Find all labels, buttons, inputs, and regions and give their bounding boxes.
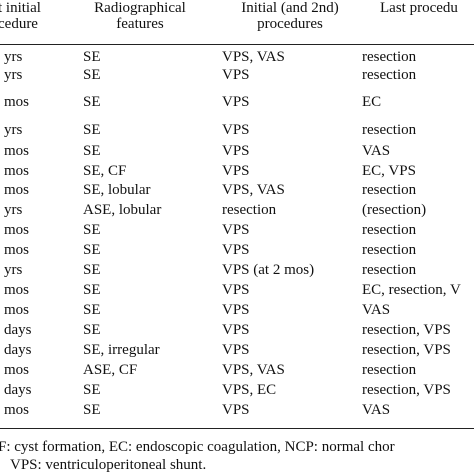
table-cell: VAS [362, 402, 391, 418]
header-cell: procedures [257, 16, 323, 32]
table-cell: VPS, VAS [222, 182, 285, 198]
footnote: F: cyst formation, EC: endoscopic coagul… [0, 439, 395, 455]
table-cell: VAS [362, 143, 391, 159]
table-cell: SE [83, 322, 101, 338]
table-cell: VPS [222, 402, 250, 418]
table-cell: SE [83, 382, 101, 398]
header-cell: Last procedu [380, 0, 458, 16]
table-cell: VPS [222, 122, 250, 138]
table-cell: SE [83, 302, 101, 318]
table-cell: yrs [4, 262, 23, 278]
table-cell: resection [362, 49, 417, 65]
table-cell: yrs [4, 122, 23, 138]
table-cell: SE [83, 49, 101, 65]
table-cell: resection [362, 242, 417, 258]
table-cell: resection [362, 262, 417, 278]
table-cell: mos [4, 402, 30, 418]
header-cell: t initial [0, 0, 41, 16]
table-cell: VAS [362, 302, 391, 318]
table-cell: mos [4, 94, 30, 110]
table-cell: SE [83, 122, 101, 138]
header-cell: cedure [0, 16, 38, 32]
table-cell: SE [83, 94, 101, 110]
table-cell: SE [83, 242, 101, 258]
table-cell: mos [4, 143, 30, 159]
table-cell: SE, CF [83, 163, 127, 179]
table-cell: VPS [222, 342, 250, 358]
table-cell: VPS, EC [222, 382, 277, 398]
table-cell: resection [362, 362, 417, 378]
table-cell: (resection) [362, 202, 427, 218]
table-cell: yrs [4, 49, 23, 65]
table-cell: resection [222, 202, 277, 218]
header-cell: features [116, 16, 164, 32]
table-cell: ASE, CF [83, 362, 138, 378]
table-cell: SE [83, 143, 101, 159]
table-cell: EC, resection, V [362, 282, 461, 298]
table-cell: resection, VPS [362, 382, 451, 398]
table-cell: SE [83, 67, 101, 83]
table-cell: VPS [222, 143, 250, 159]
table-cell: mos [4, 242, 30, 258]
table-cell: mos [4, 302, 30, 318]
table-cell: ASE, lobular [83, 202, 162, 218]
table-cell: VPS [222, 242, 250, 258]
table-cell: VPS, VAS [222, 49, 285, 65]
table-cell: resection, VPS [362, 322, 451, 338]
bottom-rule [0, 428, 474, 429]
table-cell: yrs [4, 67, 23, 83]
table-cell: mos [4, 222, 30, 238]
table-cell: mos [4, 163, 30, 179]
table-cell: VPS [222, 94, 250, 110]
table-cell: mos [4, 282, 30, 298]
table-cell: days [4, 322, 32, 338]
header-rule [0, 44, 474, 45]
table-cell: VPS [222, 322, 250, 338]
table-cell: VPS [222, 302, 250, 318]
table-cell: mos [4, 182, 30, 198]
table-cell: VPS [222, 163, 250, 179]
table-cell: days [4, 382, 32, 398]
table-cell: SE [83, 282, 101, 298]
table-cell: SE [83, 222, 101, 238]
table-cell: VPS [222, 282, 250, 298]
table-cell: resection [362, 67, 417, 83]
table-cell: SE, irregular [83, 342, 160, 358]
table-cell: SE [83, 262, 101, 278]
table-cell: resection [362, 182, 417, 198]
table-cell: resection [362, 122, 417, 138]
table-cell: VPS (at 2 mos) [222, 262, 315, 278]
table-cell: days [4, 342, 32, 358]
table-cell: SE [83, 402, 101, 418]
header-cell: Initial (and 2nd) [241, 0, 339, 16]
table-cell: VPS, VAS [222, 362, 285, 378]
footnote: VPS: ventriculoperitoneal shunt. [10, 457, 207, 473]
table-cell: VPS [222, 67, 250, 83]
table-cell: VPS [222, 222, 250, 238]
table-cell: EC [362, 94, 382, 110]
table-cell: yrs [4, 202, 23, 218]
table-cell: mos [4, 362, 30, 378]
table-cell: EC, VPS [362, 163, 416, 179]
table-cell: resection [362, 222, 417, 238]
table-cell: SE, lobular [83, 182, 151, 198]
table-cell: resection, VPS [362, 342, 451, 358]
header-cell: Radiographical [94, 0, 186, 16]
